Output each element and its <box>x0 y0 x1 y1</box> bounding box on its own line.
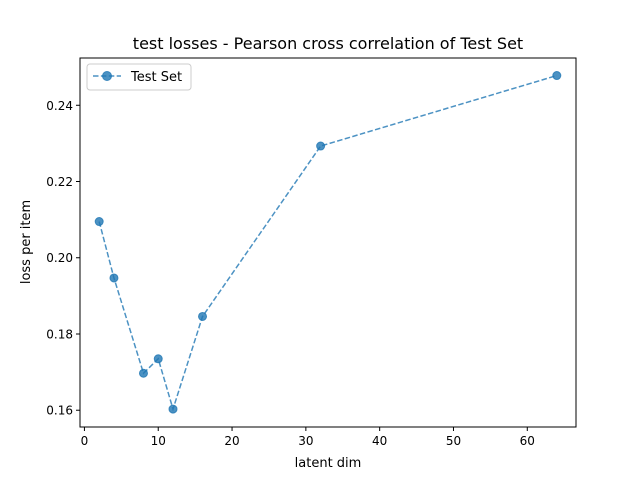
y-axis-label: loss per item <box>19 200 34 284</box>
axes-frame <box>79 57 577 428</box>
series-line-0 <box>98 74 558 412</box>
legend-box <box>86 63 192 91</box>
x-tick-label: 0 <box>81 434 89 448</box>
x-tick-label: 30 <box>298 434 313 448</box>
x-tick-label: 60 <box>520 434 535 448</box>
x-tick-label: 40 <box>372 434 387 448</box>
y-tick-label: 0.20 <box>46 251 73 265</box>
data-point <box>94 217 104 227</box>
data-point <box>168 404 178 414</box>
x-tick-label: 50 <box>446 434 461 448</box>
x-tick-label: 10 <box>151 434 166 448</box>
x-axis-label: latent dim <box>295 456 362 471</box>
legend-marker <box>102 71 112 81</box>
plot-area: 0 10 20 30 40 50 60 0.16 0.18 0.20 0.22 0.24 <box>46 57 577 448</box>
x-tick-label: 20 <box>224 434 239 448</box>
data-point <box>316 141 326 151</box>
y-tick-label: 0.18 <box>46 327 73 341</box>
y-tick-label: 0.24 <box>46 99 73 113</box>
data-point <box>138 368 148 378</box>
legend-label: Test Set <box>130 70 182 85</box>
data-point <box>109 273 119 283</box>
legend: Test Set <box>86 63 192 91</box>
chart-title: test losses - Pearson cross correlation … <box>133 34 523 53</box>
data-point <box>552 71 562 81</box>
y-tick-label: 0.22 <box>46 175 73 189</box>
data-point <box>153 354 163 364</box>
y-tick-label: 0.16 <box>46 404 73 418</box>
data-point <box>198 311 208 321</box>
